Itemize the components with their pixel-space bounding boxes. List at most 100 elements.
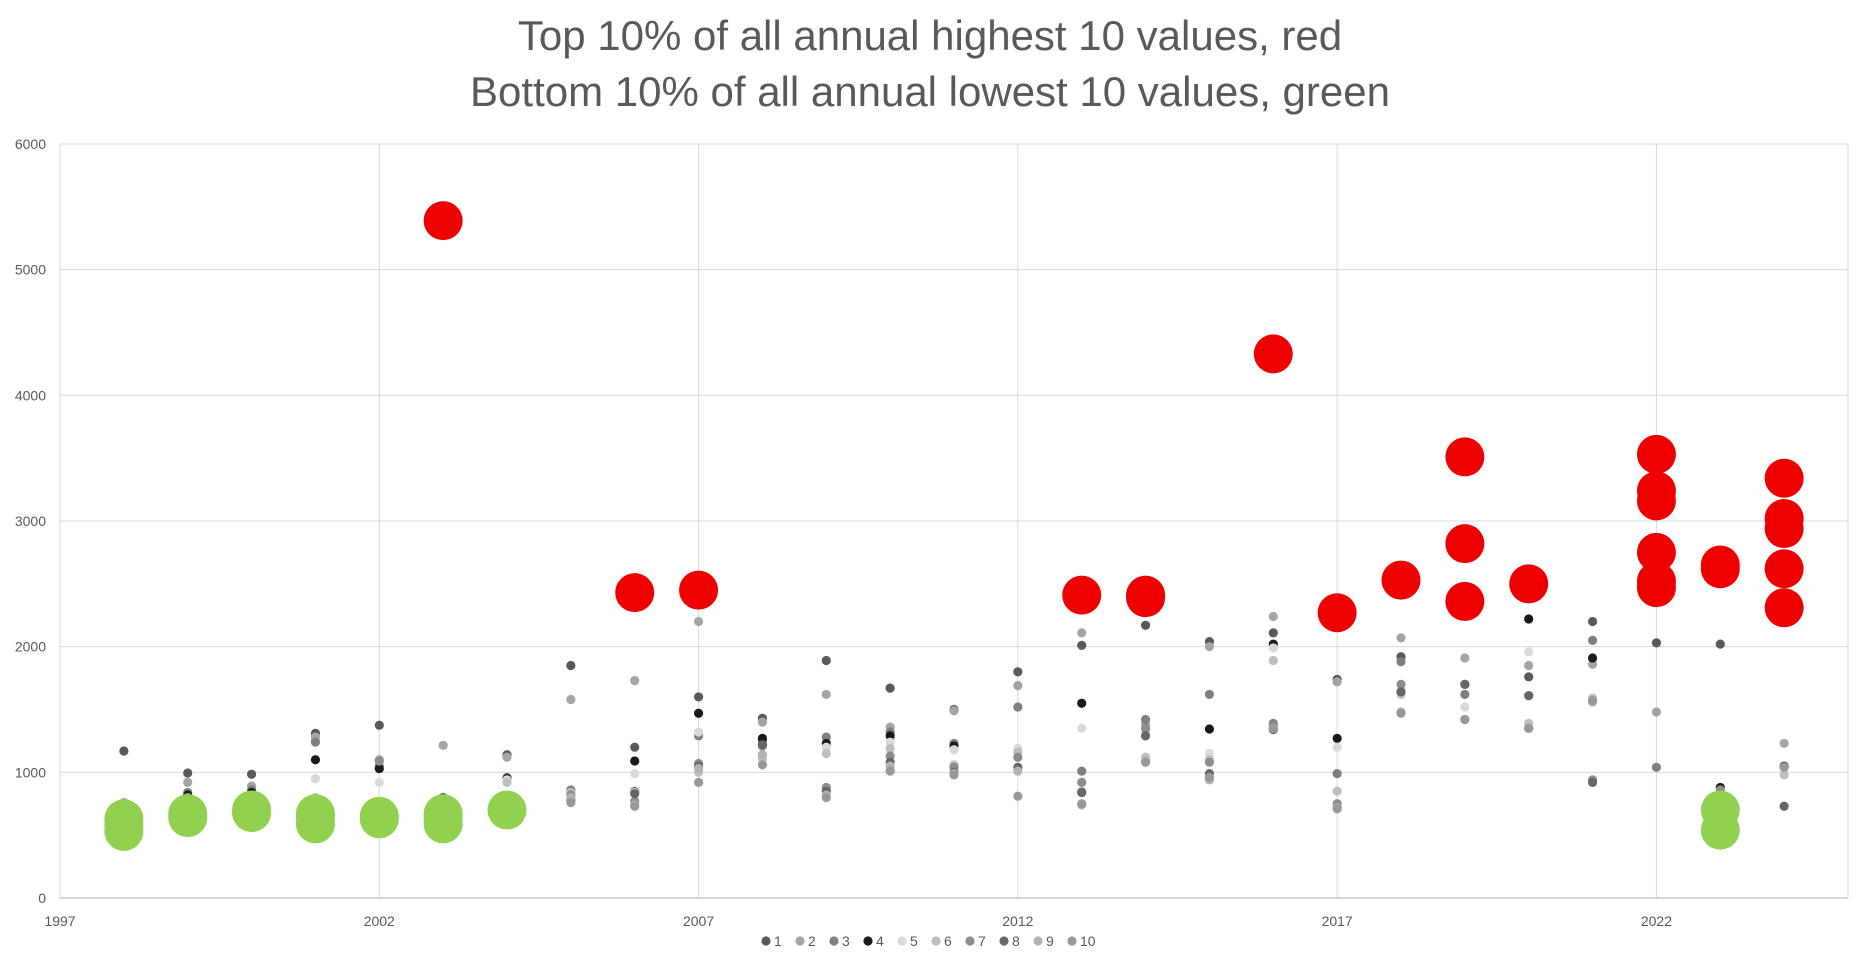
- y-tick-label: 2000: [15, 639, 46, 655]
- series-3-point: [1204, 689, 1215, 700]
- bottom-highlight-point: [232, 793, 272, 833]
- series-3-point: [1396, 657, 1406, 667]
- top-highlight-point: [679, 570, 719, 610]
- series-1-point: [1587, 616, 1598, 627]
- top-highlight-point: [1764, 509, 1804, 549]
- series-4-point: [1077, 698, 1087, 708]
- series-5-point: [1077, 723, 1087, 733]
- top-highlight-point: [1126, 578, 1166, 618]
- series-2-point: [949, 706, 959, 716]
- highlight-points: [104, 201, 1804, 851]
- top-highlight-point: [1636, 434, 1676, 474]
- series-2-point: [1013, 681, 1023, 691]
- series-7-point: [1140, 723, 1151, 733]
- series-3-point: [1077, 766, 1087, 776]
- series-3-point: [1013, 702, 1023, 712]
- series-10-point: [821, 792, 831, 803]
- chart-subtitle: Bottom 10% of all annual lowest 10 value…: [470, 68, 1390, 115]
- legend-label: 3: [842, 933, 850, 949]
- legend-marker: [829, 936, 839, 946]
- top-highlight-point: [1636, 532, 1676, 572]
- series-1-point: [1013, 667, 1023, 677]
- series-4-point: [630, 756, 640, 766]
- series-8-point: [1587, 777, 1598, 787]
- series-6-point: [821, 748, 831, 759]
- series-4-point: [1587, 653, 1598, 663]
- top-highlight-point: [1445, 437, 1485, 477]
- series-1-point: [630, 742, 640, 752]
- series-2-point: [1204, 642, 1215, 652]
- x-tick-label: 2022: [1641, 913, 1672, 929]
- series-3-point: [1460, 689, 1470, 700]
- legend-label: 10: [1080, 933, 1096, 949]
- bottom-highlight-point: [295, 804, 335, 844]
- legend-label: 8: [1012, 933, 1020, 949]
- series-8-point: [1140, 731, 1151, 741]
- series-2-point: [1779, 738, 1789, 749]
- bottom-highlight-point: [359, 799, 399, 839]
- series-10-point: [630, 801, 640, 811]
- series-10-point: [1460, 714, 1470, 725]
- series-2-point: [566, 694, 576, 705]
- series-3-point: [1651, 762, 1662, 772]
- y-tick-label: 4000: [15, 387, 46, 403]
- series-5-point: [949, 745, 959, 755]
- series-6-point: [1268, 655, 1278, 666]
- series-4-point: [1332, 733, 1342, 744]
- series-2-point: [1651, 707, 1662, 717]
- series-3-point: [1140, 714, 1151, 725]
- legend-marker: [1067, 936, 1077, 946]
- series-6-point: [502, 777, 512, 787]
- legend-marker: [1033, 936, 1043, 946]
- series-9-point: [693, 763, 704, 774]
- series-8-point: [1396, 687, 1406, 697]
- series-10-point: [949, 770, 959, 780]
- legend-marker: [931, 936, 941, 946]
- series-5-point: [310, 774, 321, 784]
- top-highlight-point: [1764, 549, 1804, 589]
- top-highlight-point: [1445, 524, 1485, 564]
- top-highlight-point: [1700, 549, 1740, 589]
- legend-label: 4: [876, 933, 884, 949]
- series-1-point: [885, 683, 895, 693]
- series-points: [119, 610, 1789, 819]
- top-highlight-point: [1381, 560, 1421, 600]
- legend-label: 2: [808, 933, 816, 949]
- series-8-point: [1460, 679, 1470, 689]
- series-5-point: [1268, 643, 1278, 653]
- series-10-point: [1779, 762, 1789, 772]
- axes: 0 1000 2000 3000 4000 5000 6000 1997 2002 2007 201…: [15, 136, 1848, 929]
- series-1-point: [693, 692, 704, 702]
- series-8-point: [1779, 801, 1789, 811]
- series-6-point: [1779, 770, 1789, 780]
- series-2-point: [1077, 628, 1087, 638]
- legend-label: 1: [774, 933, 782, 949]
- legend-marker: [965, 936, 975, 946]
- series-10-point: [885, 766, 895, 776]
- series-10-point: [1332, 804, 1342, 814]
- series-3-point: [310, 737, 321, 747]
- series-6-point: [885, 743, 895, 754]
- series-3-point: [1587, 635, 1598, 645]
- x-tick-label: 2002: [364, 913, 395, 929]
- series-2-point: [1396, 633, 1406, 643]
- series-2-point: [1332, 677, 1342, 687]
- legend-label: 9: [1046, 933, 1054, 949]
- series-1-point: [1715, 639, 1725, 649]
- top-highlight-point: [1636, 481, 1676, 521]
- series-10-point: [757, 760, 768, 770]
- series-8-point: [1077, 787, 1087, 798]
- series-1-point: [821, 655, 831, 666]
- legend-label: 6: [944, 933, 952, 949]
- series-9-point: [757, 750, 768, 760]
- series-4-point: [310, 755, 321, 765]
- series-10-point: [1268, 723, 1278, 733]
- y-tick-label: 1000: [15, 764, 46, 780]
- series-9-point: [1013, 766, 1023, 776]
- top-highlight-point: [1764, 458, 1804, 498]
- series-2-point: [438, 740, 448, 750]
- series-10-point: [566, 797, 576, 808]
- series-2-point: [1524, 660, 1534, 671]
- chart-title: Top 10% of all annual highest 10 values,…: [517, 12, 1343, 59]
- series-5-point: [1332, 742, 1342, 752]
